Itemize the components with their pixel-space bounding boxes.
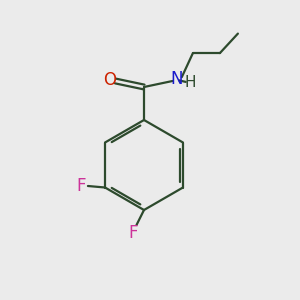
Text: N: N [170, 70, 183, 88]
Text: F: F [129, 224, 138, 242]
Text: O: O [103, 71, 117, 89]
Text: F: F [76, 177, 86, 195]
Text: H: H [184, 75, 196, 90]
